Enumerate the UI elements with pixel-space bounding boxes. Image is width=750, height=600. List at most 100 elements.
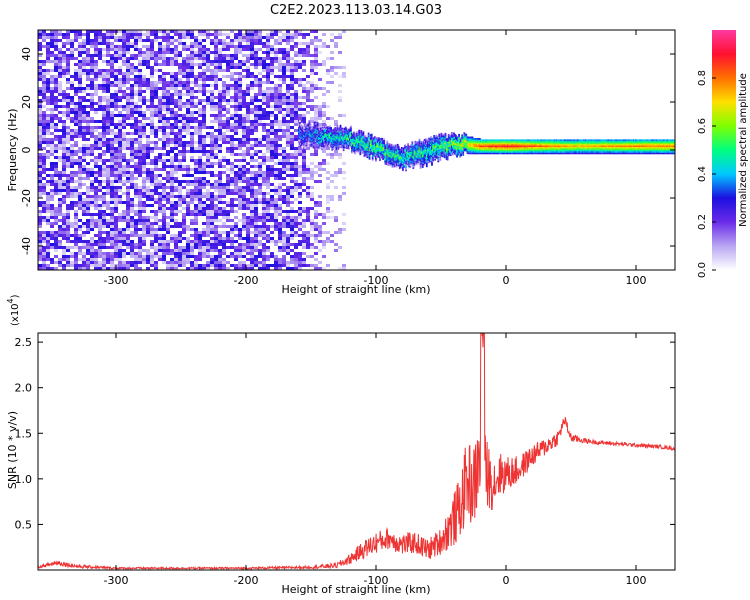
heatmap-cell: [150, 96, 154, 99]
heatmap-cell: [54, 48, 58, 51]
heatmap-cell: [134, 132, 138, 135]
heatmap-signal-cell: [320, 148, 323, 151]
heatmap-signal-cell: [309, 132, 312, 134]
heatmap-cell: [254, 117, 258, 120]
heatmap-signal-cell: [300, 142, 302, 145]
heatmap-cell: [110, 261, 114, 264]
heatmap-signal-cell: [309, 129, 312, 131]
heatmap-cell: [290, 195, 294, 198]
heatmap-cell: [86, 111, 90, 114]
heatmap-cell: [142, 207, 146, 210]
heatmap-cell: [278, 36, 282, 39]
heatmap-signal-cell: [335, 146, 338, 149]
heatmap-cell: [214, 63, 218, 66]
heatmap-cell: [66, 48, 70, 51]
heatmap-cell: [162, 204, 166, 207]
heatmap-cell: [274, 213, 278, 216]
heatmap-cell: [298, 192, 302, 195]
heatmap-cell: [54, 240, 58, 243]
heatmap-cell: [38, 132, 42, 135]
heatmap-cell: [70, 159, 74, 162]
heatmap-cell: [302, 87, 306, 90]
heatmap-signal-cell: [335, 148, 338, 150]
heatmap-signal-cell: [307, 123, 310, 126]
heatmap-cell: [118, 126, 122, 129]
heatmap-signal-cell: [334, 135, 337, 138]
heatmap-cell: [234, 63, 238, 66]
heatmap-cell: [258, 150, 262, 153]
heatmap-cell: [318, 87, 322, 90]
heatmap-cell: [58, 186, 62, 189]
heatmap-cell: [242, 90, 246, 93]
heatmap-cell: [286, 174, 290, 177]
heatmap-cell: [266, 171, 270, 174]
heatmap-cell: [238, 63, 242, 66]
heatmap-cell: [150, 189, 154, 192]
heatmap-cell: [242, 54, 246, 57]
heatmap-cell: [234, 36, 238, 39]
heatmap-signal-cell: [332, 142, 335, 144]
heatmap-cell: [118, 48, 122, 51]
heatmap-cell: [146, 258, 150, 261]
heatmap-signal-cell: [311, 130, 314, 133]
heatmap-cell: [130, 147, 134, 150]
heatmap-cell: [78, 78, 82, 81]
heatmap-cell: [242, 138, 246, 141]
heatmap-cell: [294, 264, 298, 267]
heatmap-cell: [294, 108, 298, 111]
heatmap-cell: [174, 177, 178, 180]
heatmap-cell: [158, 174, 162, 177]
heatmap-cell: [250, 204, 254, 207]
heatmap-cell: [246, 36, 250, 39]
heatmap-cell: [302, 120, 306, 123]
heatmap-signal-cell: [311, 143, 314, 146]
heatmap-cell: [118, 144, 122, 147]
heatmap-cell: [66, 210, 70, 213]
heatmap-cell: [98, 267, 102, 270]
heatmap-cell: [206, 60, 210, 63]
heatmap-cell: [98, 48, 102, 51]
heatmap-cell: [294, 153, 298, 156]
heatmap-cell: [230, 129, 234, 132]
heatmap-cell: [154, 252, 158, 255]
heatmap-signal-cell: [305, 140, 308, 142]
heatmap-cell: [310, 69, 314, 72]
heatmap-cell: [90, 249, 94, 252]
heatmap-cell: [114, 192, 118, 195]
heatmap-cell: [94, 258, 98, 261]
heatmap-cell: [102, 114, 106, 117]
heatmap-cell: [242, 255, 246, 258]
heatmap-cell: [250, 216, 254, 219]
heatmap-cell: [54, 75, 58, 78]
heatmap-cell: [334, 42, 338, 45]
heatmap-cell: [86, 222, 90, 225]
heatmap-cell: [70, 240, 74, 243]
heatmap-cell: [82, 264, 86, 267]
heatmap-cell: [202, 39, 206, 42]
heatmap-cell: [78, 180, 82, 183]
heatmap-cell: [218, 225, 222, 228]
heatmap-cell: [138, 87, 142, 90]
heatmap-cell: [82, 225, 86, 228]
heatmap-cell: [138, 219, 142, 222]
heatmap-cell: [142, 219, 146, 222]
heatmap-cell: [134, 147, 138, 150]
heatmap-cell: [242, 120, 246, 123]
heatmap-cell: [282, 231, 286, 234]
heatmap-cell: [70, 111, 74, 114]
heatmap-cell: [242, 33, 246, 36]
heatmap-cell: [70, 87, 74, 90]
heatmap-signal-cell: [323, 140, 325, 142]
heatmap-cell: [146, 162, 150, 165]
heatmap-cell: [194, 105, 198, 108]
heatmap-cell: [154, 219, 158, 222]
heatmap-cell: [230, 198, 234, 201]
heatmap-cell: [142, 210, 146, 213]
heatmap-cell: [278, 204, 282, 207]
heatmap-cell: [282, 216, 286, 219]
heatmap-signal-cell: [300, 144, 302, 146]
heatmap-cell: [166, 90, 170, 93]
heatmap-signal-cell: [316, 136, 319, 139]
heatmap-signal-cell: [336, 135, 339, 137]
heatmap-cell: [114, 93, 118, 96]
